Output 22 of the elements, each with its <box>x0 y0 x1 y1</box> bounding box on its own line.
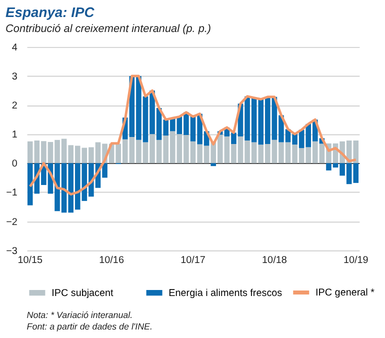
y-tick-label: −3 <box>6 246 18 257</box>
y-tick-label: 3 <box>12 71 18 82</box>
x-tick-label: 10/16 <box>99 254 124 266</box>
chart-title: Espanya: IPC <box>6 4 96 20</box>
bar <box>210 163 216 166</box>
x-tick-label: 10/18 <box>262 254 288 266</box>
y-tick-label: 1 <box>12 130 18 141</box>
legend-label: IPC subjacent <box>52 288 114 299</box>
y-tick-label: −1 <box>6 188 18 199</box>
chart-subtitle: Contribució al creixement interanual (p. p.) <box>6 23 212 36</box>
y-tick-label: 4 <box>12 42 18 54</box>
x-tick-label: 10/17 <box>180 254 206 266</box>
legend-label: IPC general * <box>316 288 375 299</box>
line-series <box>28 74 358 196</box>
text: Nota: * Variació interanual. <box>26 310 133 320</box>
x-tick-label: 10/15 <box>18 254 43 266</box>
text: Font: a partir de dades de l'INE. <box>26 322 152 332</box>
legend-label: Energia i aliments frescos <box>168 288 282 299</box>
x-tick-label: 10/19 <box>343 254 369 266</box>
y-tick-label: 2 <box>12 100 18 112</box>
y-tick-label: −2 <box>6 216 18 228</box>
y-tick-label: 0 <box>12 158 18 170</box>
